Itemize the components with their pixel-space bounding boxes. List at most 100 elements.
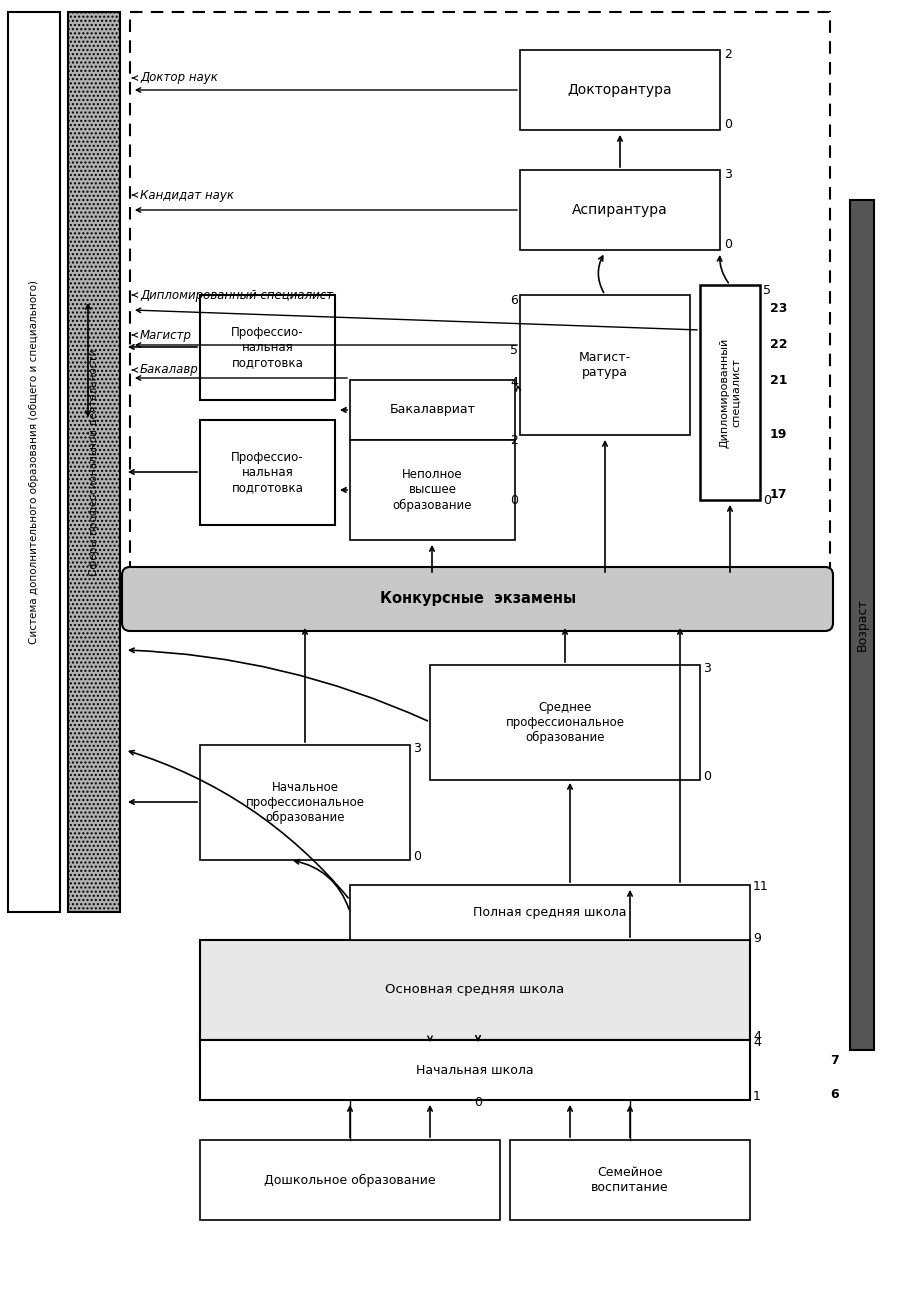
Text: Кандидат наук: Кандидат наук [140,189,234,202]
Bar [849,199,873,1050]
Text: 9: 9 [752,931,760,944]
Text: 19: 19 [769,429,787,442]
Bar [200,1140,499,1220]
Bar [200,295,335,400]
Text: 3: 3 [723,168,731,181]
Text: 0: 0 [509,493,517,506]
Text: Семейное
воспитание: Семейное воспитание [591,1166,668,1194]
FancyArrowPatch shape [341,488,347,492]
Text: Сферы профессиональной деятельности: Сферы профессиональной деятельности [88,348,99,576]
Text: Аспирантура: Аспирантура [572,203,667,218]
FancyArrowPatch shape [132,193,137,197]
Bar [349,379,515,440]
Text: Дошкольное образование: Дошкольное образование [264,1173,435,1186]
Text: Конкурсные  экзамены: Конкурсные экзамены [379,592,575,606]
Text: 1: 1 [752,1090,760,1103]
Text: 0: 0 [762,493,770,506]
Bar [509,1140,749,1220]
Text: Доктор наук: Доктор наук [140,71,218,84]
FancyArrowPatch shape [627,1107,631,1137]
FancyArrowPatch shape [86,304,90,416]
Text: Среднее
профессиональное
образование: Среднее профессиональное образование [505,701,624,745]
FancyArrowPatch shape [563,629,566,662]
Text: Дипломированный
специалист: Дипломированный специалист [719,338,740,448]
FancyArrowPatch shape [132,293,137,298]
Text: Основная средняя школа: Основная средняя школа [385,983,564,996]
FancyArrowPatch shape [567,1107,572,1137]
FancyArrowPatch shape [598,256,603,293]
Text: 0: 0 [723,119,731,132]
FancyArrowPatch shape [677,629,682,882]
FancyArrowPatch shape [727,506,731,572]
Text: Бакалавриат: Бакалавриат [389,404,475,417]
FancyArrowPatch shape [136,376,347,381]
Text: 22: 22 [769,338,787,351]
Bar [519,295,689,435]
FancyArrowPatch shape [136,207,517,212]
Text: 5: 5 [509,343,517,356]
Bar [130,12,829,572]
FancyArrowPatch shape [427,1036,432,1041]
Text: Докторантура: Докторантура [567,83,672,97]
Bar [200,940,749,1040]
Bar [8,12,60,912]
Bar [430,666,699,780]
Text: Система дополнительного образования (общего и специального): Система дополнительного образования (общ… [29,280,39,644]
FancyArrowPatch shape [132,76,137,80]
Text: 2: 2 [509,435,517,448]
Text: 7: 7 [829,1054,838,1067]
Text: Полная средняя школа: Полная средняя школа [473,906,626,919]
Text: Магист-
ратура: Магист- ратура [578,351,630,379]
Text: 2: 2 [723,48,731,61]
Text: Начальная школа: Начальная школа [415,1063,534,1076]
Text: 0: 0 [473,1097,481,1110]
FancyArrowPatch shape [129,470,197,474]
Bar [349,440,515,540]
Bar [349,884,749,940]
FancyArrowPatch shape [429,546,433,572]
Text: 4: 4 [509,376,517,388]
FancyArrowPatch shape [294,860,349,909]
Text: 3: 3 [703,662,710,675]
Text: 4: 4 [752,1036,760,1049]
FancyArrowPatch shape [516,386,520,391]
FancyArrowPatch shape [348,1107,352,1137]
Text: Начальное
профессиональное
образование: Начальное профессиональное образование [246,781,364,824]
Bar [519,51,719,130]
FancyArrowPatch shape [129,344,197,350]
FancyArrowPatch shape [617,137,621,167]
Text: 0: 0 [723,238,731,251]
FancyArrowPatch shape [475,1036,479,1041]
Bar [200,745,410,860]
Bar [699,285,759,500]
Text: Профессио-
нальная
подготовка: Профессио- нальная подготовка [231,451,303,493]
FancyArrowPatch shape [132,333,137,337]
FancyArrowPatch shape [427,1107,432,1137]
Text: 23: 23 [769,302,787,315]
Text: 17: 17 [769,488,787,501]
Text: Профессио-
нальная
подготовка: Профессио- нальная подготовка [231,326,303,369]
Bar [200,420,335,524]
Text: Бакалавр: Бакалавр [140,364,199,377]
Bar [68,12,120,912]
FancyArrowPatch shape [627,892,631,938]
FancyArrowPatch shape [602,442,607,572]
Text: 5: 5 [762,284,770,297]
Text: 6: 6 [509,294,517,307]
Text: Возраст: Возраст [854,598,868,651]
FancyBboxPatch shape [122,567,832,631]
FancyArrowPatch shape [136,308,696,330]
Text: 0: 0 [703,771,711,783]
Text: Магистр: Магистр [140,329,191,342]
Text: 21: 21 [769,373,787,386]
Text: 4: 4 [752,1031,760,1044]
Text: 3: 3 [413,742,421,755]
Bar [519,170,719,250]
Text: 11: 11 [752,881,768,894]
FancyArrowPatch shape [136,88,517,92]
FancyArrowPatch shape [129,800,197,804]
FancyArrowPatch shape [132,368,137,372]
FancyArrowPatch shape [129,751,348,897]
Bar [200,1040,749,1099]
FancyArrowPatch shape [341,408,347,412]
